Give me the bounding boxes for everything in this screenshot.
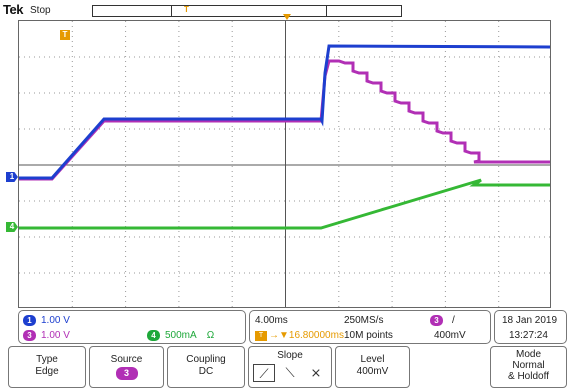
ch1-badge: 1 — [23, 315, 36, 326]
ch1-ground-marker-icon[interactable]: 1 — [6, 172, 18, 182]
trigger-source-badge: 3 — [430, 315, 443, 326]
status-panel: 1 1.00 V 3 1.00 V 4 500mA Ω 4.00ms T →▼ … — [18, 310, 567, 344]
ch4-badge: 4 — [147, 330, 160, 341]
coupling-button[interactable]: Coupling DC — [167, 346, 245, 388]
trigger-level-readout: 400mV — [434, 330, 466, 341]
ch1-scale: 1.00 V — [41, 315, 70, 326]
delay-arrow-icon: →▼ — [269, 330, 289, 341]
ch4-termination-icon: Ω — [206, 330, 215, 341]
trigger-menu: Type Edge Source 3 Coupling DC Slope ⟋ ⟍… — [0, 346, 567, 388]
brand-logo: Tek — [3, 2, 23, 17]
graticule-grid — [19, 21, 550, 307]
ch4-scale: 500mA — [165, 330, 197, 341]
waveform-display[interactable] — [18, 20, 551, 308]
source-button[interactable]: Source 3 — [89, 346, 164, 388]
ch4-ground-marker-icon[interactable]: 4 — [6, 222, 18, 232]
slope-button[interactable]: Slope ⟋ ⟍ ⨯ — [248, 346, 332, 388]
waveform-ch3 — [19, 59, 550, 181]
ch3-scale: 1.00 V — [41, 330, 70, 341]
level-button[interactable]: Level 400mV — [335, 346, 410, 388]
waveform-ch4 — [19, 178, 550, 230]
trigger-marker-icon[interactable]: T — [60, 30, 70, 40]
ch3-badge: 3 — [23, 330, 36, 341]
sample-rate: 250MS/s — [344, 315, 384, 326]
record-view-window: T — [171, 5, 327, 16]
date: 18 Jan 2019 — [502, 315, 558, 326]
trigger-delay: 16.80000ms — [288, 330, 344, 341]
waveform-ch1 — [19, 44, 550, 180]
timebase-readout[interactable]: 4.00ms T →▼ 16.80000ms 250MS/s 10M point… — [249, 310, 491, 344]
mode-button[interactable]: Mode Normal & Holdoff — [490, 346, 567, 388]
trigger-delay-icon: T — [255, 330, 267, 341]
waveform-canvas — [19, 21, 550, 307]
either-edge-icon[interactable]: ⨯ — [310, 365, 322, 380]
trigger-slope-icon: / — [452, 315, 455, 326]
time-per-div: 4.00ms — [255, 315, 288, 326]
channel-readout[interactable]: 1 1.00 V 3 1.00 V 4 500mA Ω — [18, 310, 246, 344]
falling-edge-icon[interactable]: ⟍ — [285, 365, 295, 380]
rising-edge-icon[interactable]: ⟋ — [253, 364, 275, 382]
record-length: 10M points — [344, 330, 393, 341]
trigger-position-pointer-icon — [283, 14, 291, 20]
status-header: Tek Stop T — [0, 0, 567, 20]
trigger-position-icon: T — [184, 5, 189, 14]
date-time-readout: 18 Jan 2019 13:27:24 — [494, 310, 567, 344]
time: 13:27:24 — [509, 330, 548, 341]
acquisition-state: Stop — [30, 5, 51, 16]
type-button[interactable]: Type Edge — [8, 346, 86, 388]
record-view-bar: T — [92, 5, 402, 17]
